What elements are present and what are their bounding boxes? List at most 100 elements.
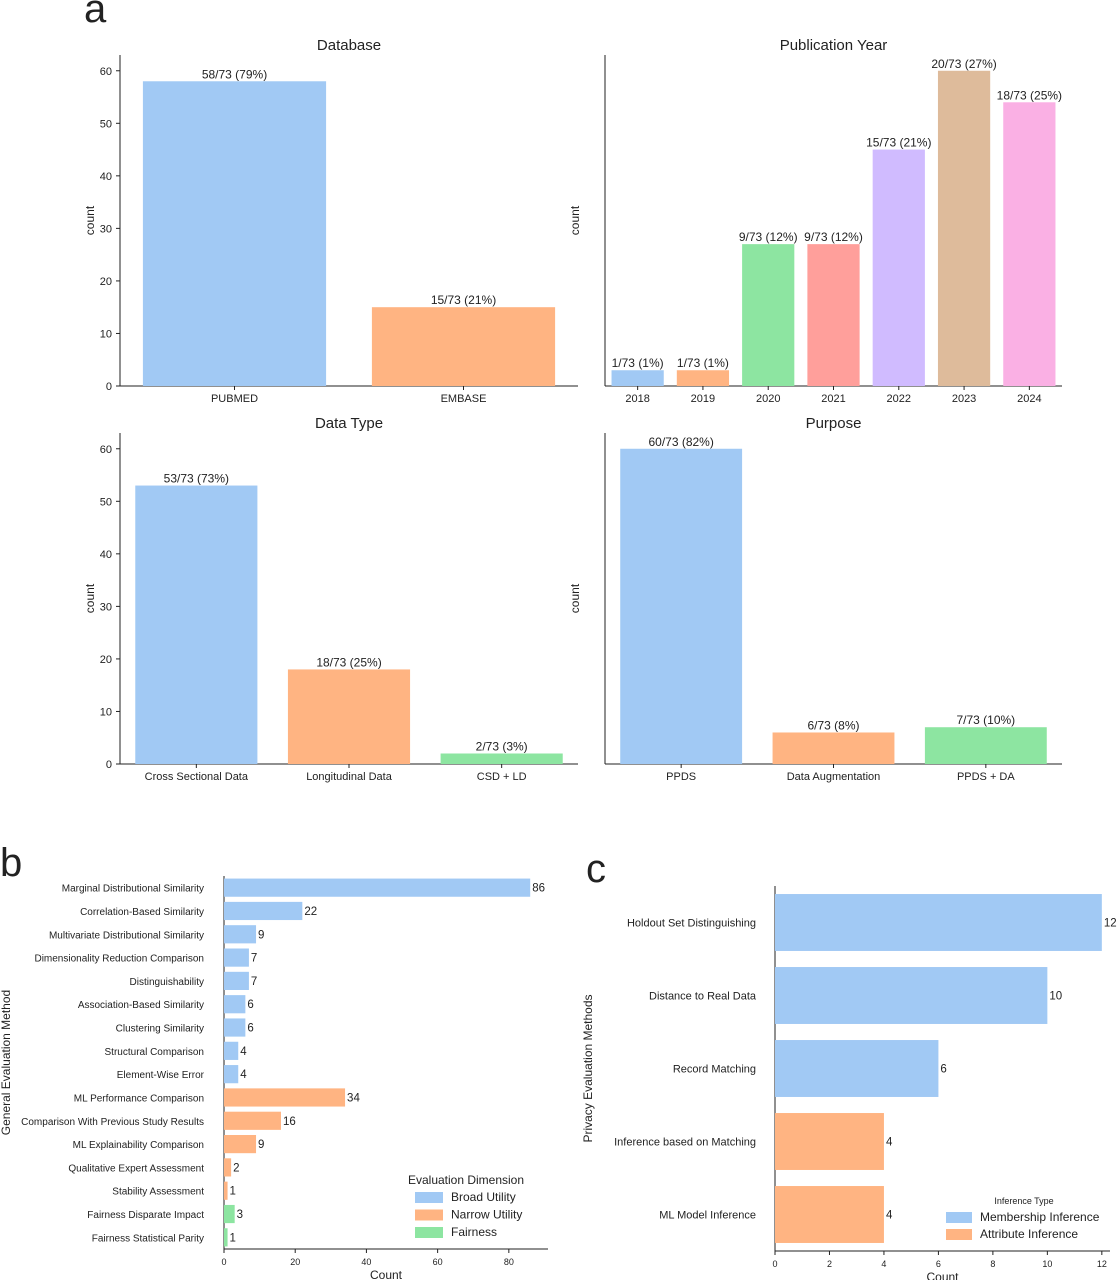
general-bar [224, 971, 249, 990]
general-data-label: 9 [258, 929, 264, 941]
general-category-label: Marginal Distributional Similarity [62, 884, 204, 895]
privacy-data-label: 10 [1049, 991, 1062, 1003]
privacy-category-label: Distance to Real Data [649, 991, 757, 1003]
privacy-data-label: 6 [940, 1064, 946, 1076]
database-bar [142, 81, 327, 387]
year-bar [1003, 102, 1056, 387]
year-ylabel: count [568, 205, 582, 235]
general-data-label: 34 [347, 1092, 360, 1104]
general-category-label: ML Performance Comparison [74, 1093, 204, 1104]
privacy-data-label: 12 [1104, 918, 1117, 930]
general-data-label: 6 [247, 1023, 253, 1035]
general-bar [224, 1181, 228, 1200]
privacy-category-label: Inference based on Matching [614, 1137, 756, 1149]
general-legend-label: Narrow Utility [451, 1208, 522, 1222]
purpose-data-label: 60/73 (82%) [648, 435, 713, 449]
datatype-bar [287, 669, 411, 764]
privacy-xtick-label: 4 [881, 1259, 886, 1269]
purpose-bar [772, 732, 895, 764]
database-bar [371, 307, 556, 386]
year-data-label: 15/73 (21%) [866, 136, 931, 150]
general-data-label: 16 [283, 1116, 296, 1128]
general-category-label: ML Explainability Comparison [73, 1140, 204, 1151]
year-title: Publication Year [780, 37, 888, 54]
general-xtick-label: 40 [361, 1257, 371, 1267]
privacy-category-label: Holdout Set Distinguishing [627, 918, 756, 930]
general-data-label: 86 [532, 883, 545, 895]
year-bar [676, 370, 730, 386]
year-bar [872, 149, 925, 386]
privacy-bar [775, 1186, 884, 1243]
general-data-label: 4 [240, 1069, 247, 1081]
datatype-bar [440, 753, 563, 764]
purpose-bar [924, 727, 1047, 764]
general-bar [224, 1228, 228, 1247]
year-xtick-label: 2022 [887, 393, 911, 405]
privacy-xtick-label: 8 [990, 1259, 995, 1269]
privacy-data-label: 4 [886, 1210, 893, 1222]
panel-letter-a: a [84, 0, 107, 31]
database-xtick-label: PUBMED [211, 393, 258, 405]
privacy-category-label: ML Model Inference [659, 1210, 756, 1222]
database-title: Database [317, 37, 381, 54]
year-bar [742, 244, 795, 386]
general-data-label: 4 [240, 1046, 247, 1058]
privacy-xtick-label: 2 [827, 1259, 832, 1269]
database-ytick-label: 10 [100, 328, 112, 340]
database-ytick-label: 40 [100, 171, 112, 183]
general-data-label: 22 [304, 906, 317, 918]
year-bar [937, 70, 991, 386]
general-xtick-label: 0 [221, 1257, 226, 1267]
datatype-data-label: 2/73 (3%) [476, 739, 528, 753]
database-ylabel: count [83, 205, 97, 235]
general-xlabel: Count [370, 1268, 403, 1280]
general-category-label: Fairness Disparate Impact [87, 1210, 204, 1221]
database-data-label: 15/73 (21%) [431, 293, 496, 307]
general-category-label: Qualitative Expert Assessment [68, 1163, 204, 1174]
datatype-ytick-label: 30 [100, 601, 112, 613]
purpose-bar [620, 448, 743, 764]
general-bar [224, 925, 257, 944]
datatype-ylabel: count [83, 583, 97, 613]
general-bar [224, 1018, 246, 1037]
purpose-data-label: 6/73 (8%) [807, 718, 859, 732]
general-data-label: 1 [230, 1186, 236, 1198]
year-data-label: 20/73 (27%) [931, 57, 996, 71]
privacy-xtick-label: 0 [772, 1259, 777, 1269]
general-category-label: Element-Wise Error [117, 1070, 205, 1081]
privacy-legend-label: Membership Inference [980, 1210, 1100, 1224]
year-data-label: 1/73 (1%) [612, 356, 664, 370]
general-legend-swatch [415, 1192, 443, 1203]
privacy-bar [775, 967, 1048, 1024]
datatype-ytick-label: 60 [100, 444, 112, 456]
general-data-label: 9 [258, 1139, 264, 1151]
purpose-xtick-label: PPDS + DA [957, 771, 1015, 783]
datatype-xtick-label: Cross Sectional Data [145, 771, 249, 783]
database-xtick-label: EMBASE [441, 393, 487, 405]
general-category-label: Multivariate Distributional Similarity [49, 930, 204, 941]
database-ytick-label: 60 [100, 66, 112, 78]
privacy-bar [775, 894, 1102, 951]
year-xtick-label: 2018 [625, 393, 649, 405]
general-bar [224, 1041, 239, 1060]
general-legend-swatch [415, 1227, 443, 1238]
general-bar [224, 901, 303, 921]
general-data-label: 1 [230, 1232, 236, 1244]
datatype-data-label: 53/73 (73%) [164, 472, 229, 486]
year-xtick-label: 2024 [1017, 393, 1041, 405]
datatype-bar [135, 485, 258, 764]
privacy-xtick-label: 10 [1042, 1259, 1052, 1269]
privacy-xlabel: Count [926, 1270, 959, 1280]
general-category-label: Dimensionality Reduction Comparison [34, 954, 204, 965]
database-ytick-label: 0 [106, 381, 112, 393]
purpose-ylabel: count [568, 583, 582, 613]
general-data-label: 7 [251, 953, 257, 965]
privacy-legend-swatch [946, 1229, 972, 1240]
database-ytick-label: 30 [100, 223, 112, 235]
general-xtick-label: 60 [433, 1257, 443, 1267]
year-data-label: 9/73 (12%) [804, 230, 863, 244]
datatype-xtick-label: Longitudinal Data [306, 771, 393, 783]
year-data-label: 9/73 (12%) [739, 230, 798, 244]
